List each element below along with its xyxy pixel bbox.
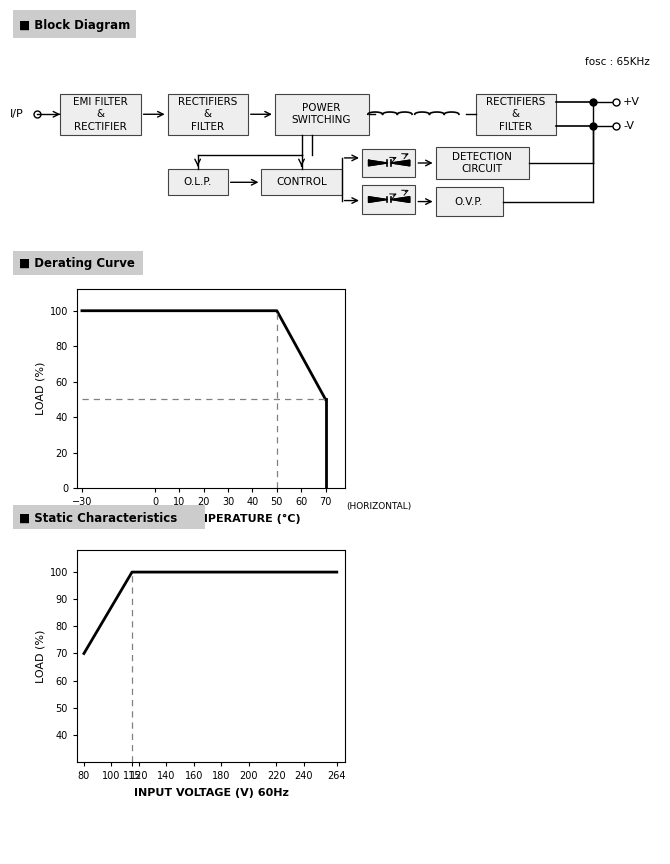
Polygon shape [391,160,410,166]
Text: EMI FILTER
&
RECTIFIER: EMI FILTER & RECTIFIER [73,97,128,131]
Text: ■ Static Characteristics: ■ Static Characteristics [19,511,177,524]
Text: -V: -V [623,122,634,131]
Bar [261,169,342,195]
X-axis label: INPUT VOLTAGE (V) 60Hz: INPUT VOLTAGE (V) 60Hz [133,788,289,798]
Bar [362,186,415,213]
Text: fosc : 65KHz: fosc : 65KHz [585,57,650,67]
Bar [436,147,529,179]
Y-axis label: LOAD (%): LOAD (%) [36,362,46,416]
Text: CONTROL: CONTROL [276,177,327,187]
Polygon shape [391,197,410,202]
Polygon shape [369,197,387,202]
Y-axis label: LOAD (%): LOAD (%) [36,630,46,683]
Text: ■ Derating Curve: ■ Derating Curve [19,257,135,270]
Bar [13,251,143,275]
Text: +V: +V [623,97,640,107]
Bar [436,187,502,216]
Bar [13,10,135,38]
Polygon shape [369,160,387,166]
Text: I/P: I/P [10,109,23,119]
Bar [168,94,248,135]
Bar [476,94,556,135]
Text: ■ Block Diagram: ■ Block Diagram [19,19,130,32]
Text: DETECTION
CIRCUIT: DETECTION CIRCUIT [452,152,513,175]
Text: (HORIZONTAL): (HORIZONTAL) [346,502,411,511]
Bar [60,94,141,135]
Bar [362,149,415,177]
Text: POWER
SWITCHING: POWER SWITCHING [292,103,351,125]
Bar [168,169,228,195]
Bar [13,505,205,529]
Text: O.V.P.: O.V.P. [455,197,483,206]
Text: RECTIFIERS
&
FILTER: RECTIFIERS & FILTER [486,97,545,131]
Bar [275,94,368,135]
X-axis label: AMBIENT TEMPERATURE (°C): AMBIENT TEMPERATURE (°C) [121,514,301,524]
Text: RECTIFIERS
&
FILTER: RECTIFIERS & FILTER [178,97,237,131]
Text: O.L.P.: O.L.P. [184,177,212,187]
